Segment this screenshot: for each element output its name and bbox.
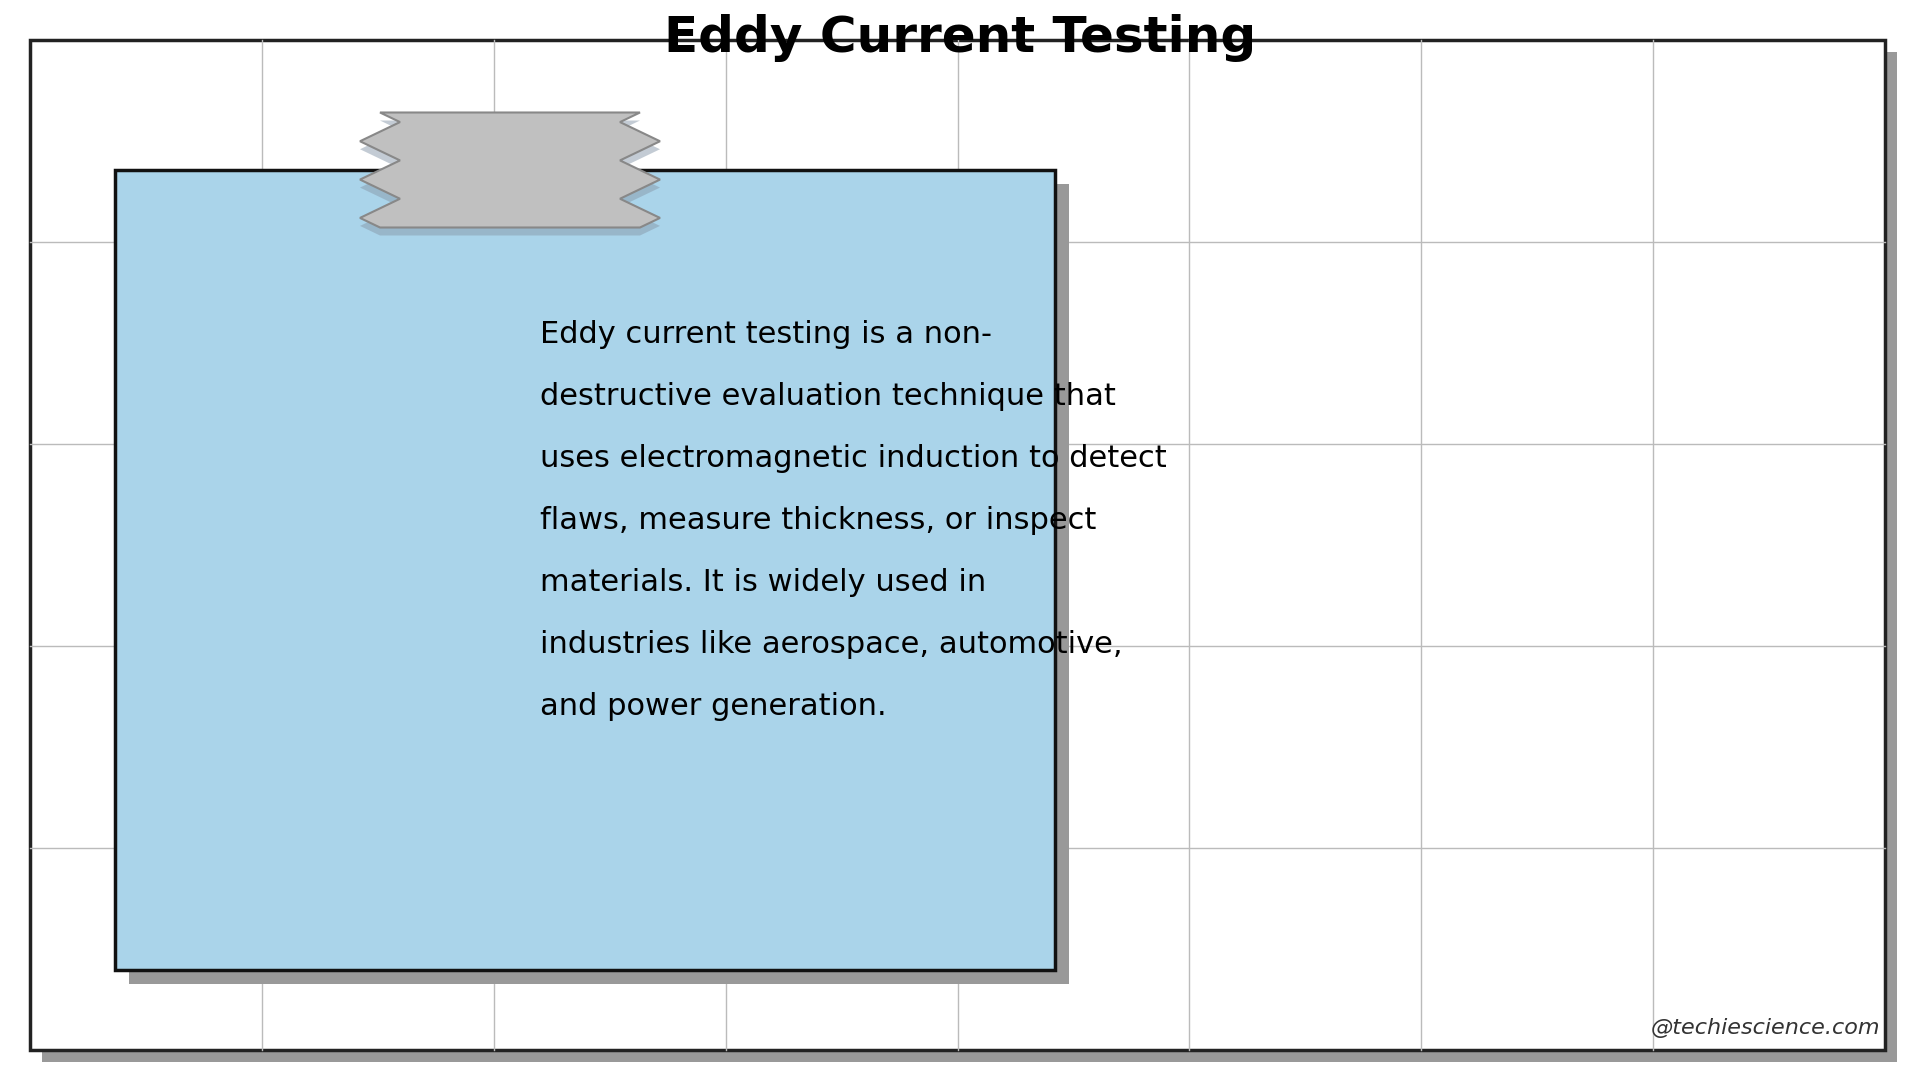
Text: industries like aerospace, automotive,: industries like aerospace, automotive, (540, 630, 1123, 659)
FancyBboxPatch shape (42, 52, 1897, 1062)
Text: @techiescience.com: @techiescience.com (1651, 1018, 1880, 1038)
Text: destructive evaluation technique that: destructive evaluation technique that (540, 382, 1116, 411)
Text: Eddy Current Testing: Eddy Current Testing (664, 14, 1256, 62)
Polygon shape (361, 112, 660, 228)
Text: uses electromagnetic induction to detect: uses electromagnetic induction to detect (540, 444, 1167, 473)
Text: Eddy current testing is a non-: Eddy current testing is a non- (540, 320, 993, 349)
FancyBboxPatch shape (31, 40, 1885, 1050)
FancyBboxPatch shape (129, 184, 1069, 984)
FancyBboxPatch shape (115, 170, 1054, 970)
Text: materials. It is widely used in: materials. It is widely used in (540, 568, 987, 597)
Text: and power generation.: and power generation. (540, 692, 887, 721)
Text: flaws, measure thickness, or inspect: flaws, measure thickness, or inspect (540, 507, 1096, 535)
Polygon shape (361, 121, 660, 235)
